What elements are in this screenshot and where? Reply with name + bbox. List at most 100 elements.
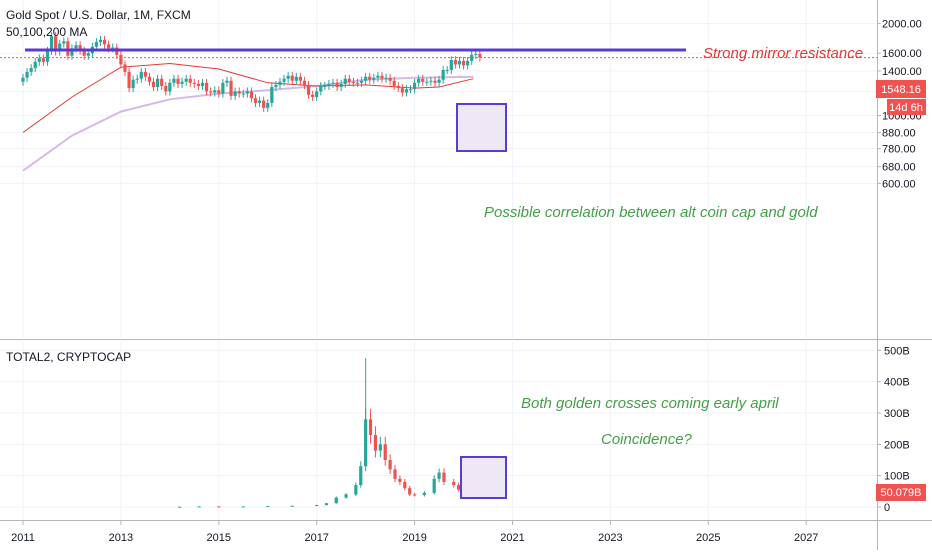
countdown-label: 14d 6h (889, 102, 923, 114)
gold-candle-body (213, 90, 217, 93)
gold-candle-body (335, 82, 339, 88)
xtick-label: 2019 (402, 532, 426, 544)
crypto-candle-body (290, 505, 294, 507)
crypto-candle-body (334, 497, 338, 504)
bottom-ytick-label: 300B (884, 408, 910, 420)
gold-candle-body (351, 81, 356, 83)
gold-candle-body (327, 83, 331, 86)
gold-candle-body (98, 39, 103, 43)
gold-candle-body (425, 81, 429, 83)
top-ytick-label: 680.00 (882, 162, 916, 174)
gold-candle-body (160, 78, 164, 86)
gold-candle-body (319, 85, 323, 92)
gold-candle-body (437, 79, 441, 83)
bottom-ytick-label: 200B (884, 439, 910, 451)
bottom-highlight-box (460, 456, 507, 499)
gold-candle-body (176, 78, 180, 84)
last-price-label: 1548.16 (881, 84, 921, 96)
crypto-candle-body (359, 466, 363, 486)
gold-candle-body (474, 54, 478, 56)
gold-candle-body (86, 53, 90, 56)
xtick-label: 2015 (207, 532, 231, 544)
crypto-candle-body (442, 472, 446, 482)
grid (0, 0, 877, 520)
top-highlight-box (456, 103, 507, 152)
bottom-ytick-label: 400B (884, 377, 910, 389)
gold-candle-body (359, 80, 364, 83)
coincidence-annotation: Coincidence? (601, 431, 693, 448)
crypto-candle-body (432, 478, 436, 493)
gold-candle-body (298, 76, 302, 81)
gold-candle-body (127, 71, 131, 89)
crypto-candle-body (217, 506, 221, 508)
gold-candle-body (102, 39, 107, 45)
gold-candle-body (107, 44, 111, 49)
gold-candle-body (278, 81, 282, 85)
gold-candle-body (302, 80, 307, 85)
gold-candle-body (445, 69, 449, 71)
gold-candle-body (33, 61, 37, 69)
gold-candle-body (368, 76, 372, 80)
crosses-annotation: Both golden crosses coming early april (521, 395, 779, 412)
crypto-candle-body (393, 469, 397, 479)
crypto-candle-body (241, 506, 245, 508)
gold-candle-body (339, 83, 343, 88)
gold-candle-body (221, 82, 225, 94)
gold-candle-body (41, 58, 45, 62)
gold-candle-body (29, 68, 33, 72)
gold-candle-body (78, 45, 82, 51)
gold-candle-body (58, 43, 62, 52)
gold-candle-body (135, 78, 139, 80)
gold-candle-body (123, 64, 127, 72)
gold-candle-body (396, 85, 400, 89)
crypto-candle-body (378, 444, 382, 451)
gold-candle-body (286, 75, 290, 79)
gold-candle-body (253, 98, 258, 103)
gold-candle-body (249, 91, 254, 99)
gold-candle-body (376, 75, 380, 78)
gold-candle-body (417, 78, 421, 83)
gold-candle-body (209, 91, 213, 93)
crypto-candle-body (452, 481, 456, 486)
gold-candle-body (294, 76, 298, 81)
crypto-candle-body (354, 485, 358, 495)
gold-candle-body (241, 93, 245, 95)
gold-price-series (21, 32, 482, 172)
gold-candle-body (74, 45, 78, 49)
xtick-label: 2011 (11, 532, 35, 544)
gold-candle-body (441, 69, 445, 80)
bottom-ytick-label: 0 (884, 502, 890, 514)
crypto-candle-body (403, 481, 407, 489)
gold-candle-body (156, 78, 160, 88)
xtick-label: 2013 (109, 532, 133, 544)
top-ytick-label: 600.00 (882, 178, 916, 190)
xtick-label: 2027 (794, 532, 818, 544)
gold-candle-body (457, 60, 462, 65)
gold-candle-body (323, 85, 327, 87)
last-value-badge (876, 484, 926, 501)
gold-candle-body (168, 82, 172, 92)
gold-candle-body (270, 87, 274, 103)
bottom-ytick-label: 100B (884, 471, 910, 483)
crypto-candle-body (324, 503, 329, 506)
gold-candle-body (143, 71, 147, 77)
gold-candle-body (461, 60, 466, 66)
bottom-ytick-label: 500B (884, 345, 910, 357)
gold-candle-body (433, 80, 437, 83)
crypto-candle-body (437, 472, 441, 479)
gold-candle-body (200, 82, 205, 86)
crypto-candle-body (398, 478, 402, 482)
gold-candle-body (54, 36, 58, 52)
gold-candle-body (49, 36, 54, 51)
xtick-label: 2025 (696, 532, 720, 544)
gold-candle-body (192, 82, 196, 84)
crypto-candle-body (344, 494, 348, 498)
crypto-candle-body (408, 488, 412, 495)
indicator-label: 50,100,200 MA (6, 25, 87, 39)
resistance-annotation: Strong mirror resistance (703, 45, 863, 62)
gold-candle-body (180, 81, 184, 84)
xtick-label: 2017 (304, 532, 328, 544)
gold-candle-body (62, 41, 66, 44)
